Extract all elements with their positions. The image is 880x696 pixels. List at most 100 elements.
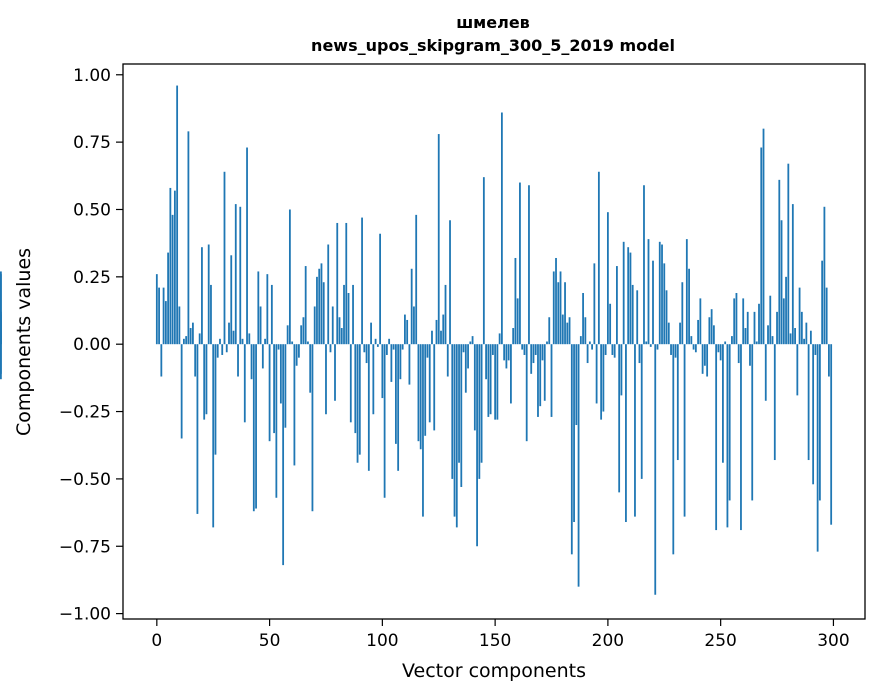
bar-84 bbox=[345, 222, 348, 345]
bar-70 bbox=[313, 306, 316, 345]
bar-162 bbox=[521, 344, 524, 350]
bar-253 bbox=[726, 344, 729, 528]
bar-87 bbox=[352, 284, 354, 345]
bar-99 bbox=[379, 233, 381, 345]
bar-48 bbox=[264, 338, 266, 345]
bar-242 bbox=[701, 344, 704, 374]
bar-119 bbox=[424, 344, 427, 436]
bar-113 bbox=[410, 268, 413, 345]
bar-49 bbox=[266, 274, 269, 345]
bar-14 bbox=[187, 131, 190, 345]
bar-85 bbox=[347, 293, 350, 345]
bar-221 bbox=[654, 344, 657, 595]
bar-232 bbox=[679, 322, 681, 345]
bar-238 bbox=[692, 344, 695, 350]
bar-205 bbox=[618, 344, 621, 493]
bar-174 bbox=[548, 317, 551, 345]
bar-1 bbox=[158, 287, 160, 345]
bar-7 bbox=[171, 214, 174, 345]
bar-279 bbox=[785, 276, 787, 345]
bar-236 bbox=[688, 268, 690, 345]
bars-group bbox=[0, 85, 833, 595]
bar-246 bbox=[710, 309, 713, 345]
bar-58 bbox=[286, 325, 289, 345]
bar-270 bbox=[764, 344, 767, 401]
bar-285 bbox=[798, 287, 801, 345]
bar-22 bbox=[205, 344, 208, 415]
bar-126 bbox=[440, 330, 442, 345]
bar-249 bbox=[717, 344, 720, 353]
bar-115 bbox=[415, 214, 418, 345]
x-tick-label: 300 bbox=[817, 631, 849, 651]
bar-68 bbox=[309, 344, 312, 393]
bar-117 bbox=[419, 344, 422, 450]
bar-30 bbox=[223, 171, 226, 345]
bar-286 bbox=[800, 311, 803, 345]
bar-93 bbox=[365, 344, 368, 364]
bar-215 bbox=[640, 344, 643, 479]
bar-undefined bbox=[0, 344, 2, 380]
bar-243 bbox=[703, 344, 706, 366]
bar-275 bbox=[776, 311, 778, 345]
bar-59 bbox=[288, 209, 291, 345]
bar-61 bbox=[293, 344, 296, 466]
bar-107 bbox=[397, 344, 400, 471]
bar-24 bbox=[210, 284, 212, 345]
bar-4 bbox=[164, 301, 167, 345]
bar-280 bbox=[787, 163, 790, 345]
bar-226 bbox=[665, 290, 668, 345]
bar-298 bbox=[828, 344, 830, 377]
bar-41 bbox=[248, 333, 251, 345]
bar-267 bbox=[758, 303, 760, 345]
x-tick-label: 100 bbox=[366, 631, 398, 651]
bar-269 bbox=[762, 128, 765, 345]
bar-40 bbox=[246, 147, 248, 345]
bar-57 bbox=[284, 344, 287, 428]
bar-23 bbox=[207, 244, 210, 345]
bar-97 bbox=[374, 338, 377, 345]
bar-250 bbox=[719, 344, 722, 361]
bar-92 bbox=[363, 344, 366, 353]
bar-166 bbox=[530, 344, 533, 374]
bar-266 bbox=[755, 341, 758, 345]
bar-216 bbox=[643, 185, 645, 345]
bar-223 bbox=[658, 241, 661, 345]
bar-230 bbox=[674, 344, 677, 358]
bar-50 bbox=[268, 344, 271, 442]
bar-283 bbox=[794, 328, 796, 345]
bar-32 bbox=[228, 322, 230, 345]
bar-65 bbox=[302, 317, 305, 345]
bar-142 bbox=[476, 344, 478, 547]
bar-146 bbox=[485, 344, 487, 380]
x-tick-label: 150 bbox=[479, 631, 511, 651]
bar-177 bbox=[555, 257, 557, 345]
bar-284 bbox=[796, 344, 799, 396]
bar-154 bbox=[503, 344, 506, 361]
bar-203 bbox=[613, 344, 616, 358]
bar-289 bbox=[807, 344, 810, 461]
bar-202 bbox=[611, 344, 614, 355]
bar-178 bbox=[557, 282, 560, 345]
bar-16 bbox=[192, 322, 194, 345]
bar-141 bbox=[473, 344, 476, 431]
bar-204 bbox=[616, 266, 618, 345]
bar-127 bbox=[442, 314, 445, 345]
bar-2 bbox=[160, 344, 163, 377]
bar-125 bbox=[437, 134, 440, 345]
bar-66 bbox=[304, 266, 307, 345]
bar-195 bbox=[595, 344, 598, 404]
bar-287 bbox=[803, 338, 805, 345]
y-tick-label: 1.00 bbox=[73, 66, 111, 86]
bar-153 bbox=[500, 112, 503, 345]
bar-292 bbox=[814, 344, 817, 355]
bar-98 bbox=[376, 344, 379, 347]
bar-86 bbox=[349, 344, 352, 423]
bar-79 bbox=[334, 344, 336, 401]
bar-129 bbox=[446, 344, 449, 377]
x-tick-label: 200 bbox=[592, 631, 624, 651]
bar-96 bbox=[372, 344, 375, 415]
bar-73 bbox=[320, 263, 323, 345]
bar-181 bbox=[564, 282, 566, 345]
bar-247 bbox=[712, 325, 715, 345]
bar-165 bbox=[528, 185, 530, 345]
